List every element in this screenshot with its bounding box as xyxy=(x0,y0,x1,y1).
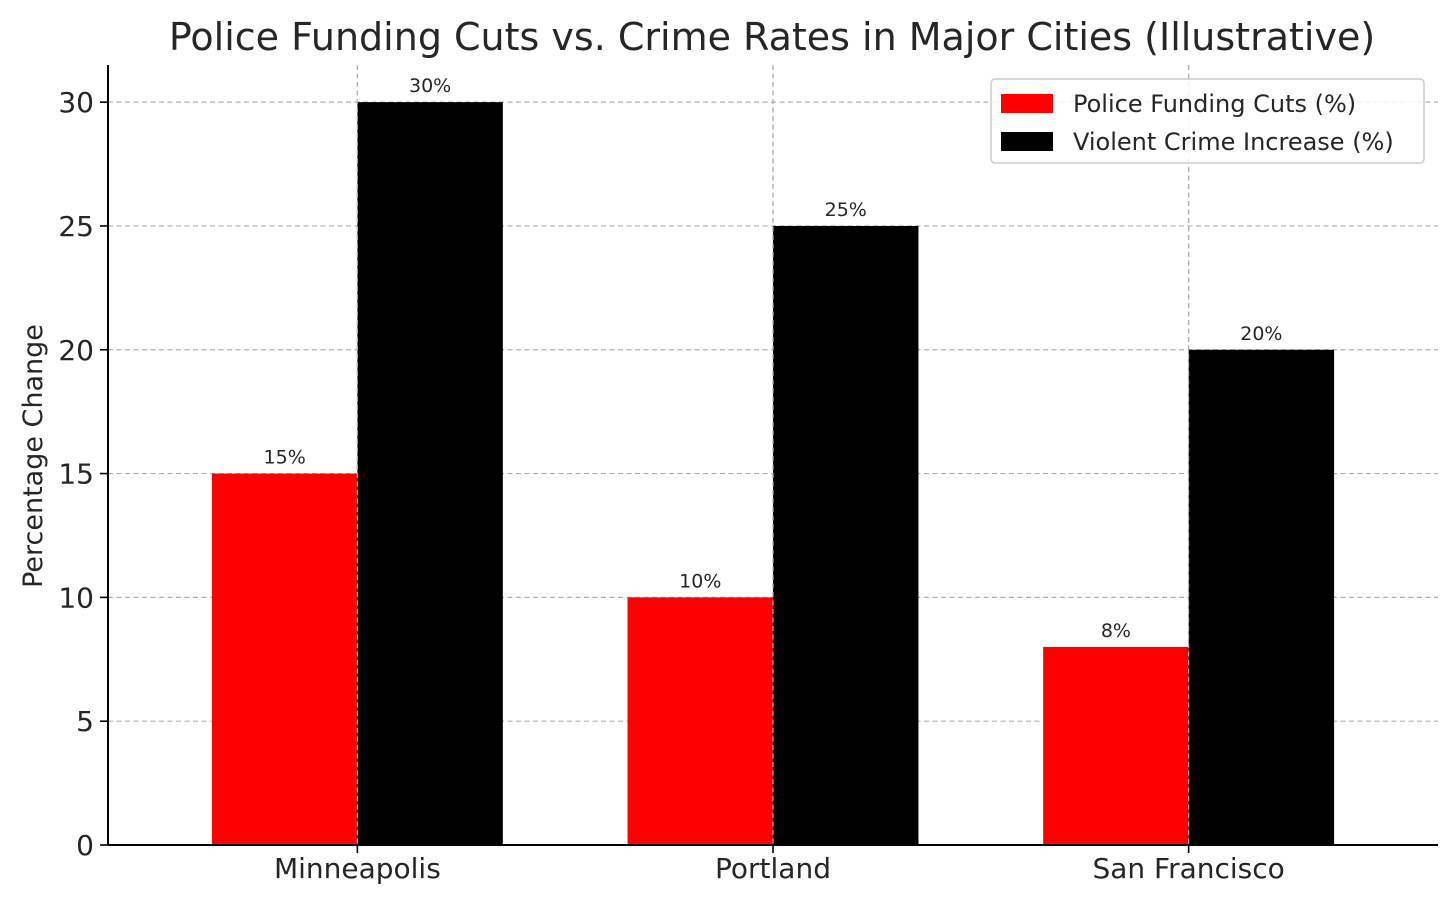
y-axis-label: Percentage Change xyxy=(18,324,49,588)
legend-box xyxy=(990,78,1425,164)
bar-crime-increase xyxy=(357,102,503,845)
data-label: 30% xyxy=(409,75,451,97)
data-label: 8% xyxy=(1101,620,1131,642)
bar-funding-cuts xyxy=(1043,646,1189,845)
y-tick-label: 0 xyxy=(76,829,94,862)
y-tick-label: 15 xyxy=(58,458,94,491)
chart-title: Police Funding Cuts vs. Crime Rates in M… xyxy=(169,15,1375,59)
data-label: 25% xyxy=(825,199,867,221)
legend-entry-label: Police Funding Cuts (%) xyxy=(1073,90,1356,118)
y-tick-label: 30 xyxy=(58,86,94,119)
plot-area: 15% 10% 8% 30% 25% 20% 0 5 10 15 20 25 30 Minneapolis… xyxy=(58,65,1438,885)
bar-crime-increase xyxy=(773,225,919,845)
legend-entry-label: Violent Crime Increase (%) xyxy=(1073,128,1394,156)
bar-funding-cuts xyxy=(211,473,358,845)
y-tick-label: 25 xyxy=(58,210,94,243)
y-tick-label: 20 xyxy=(58,334,94,367)
legend-swatch xyxy=(1001,94,1053,113)
y-tick-label: 5 xyxy=(76,705,94,738)
bar-funding-cuts xyxy=(627,597,773,845)
legend-swatch xyxy=(1001,132,1053,151)
x-tick-label: Portland xyxy=(715,852,831,885)
x-tick-label: Minneapolis xyxy=(274,852,441,885)
y-tick-label: 10 xyxy=(58,581,94,614)
data-label: 10% xyxy=(679,570,721,592)
data-label: 20% xyxy=(1240,323,1282,345)
data-label: 15% xyxy=(264,447,306,469)
x-tick-label: San Francisco xyxy=(1092,852,1284,885)
bar-crime-increase xyxy=(1188,349,1335,845)
